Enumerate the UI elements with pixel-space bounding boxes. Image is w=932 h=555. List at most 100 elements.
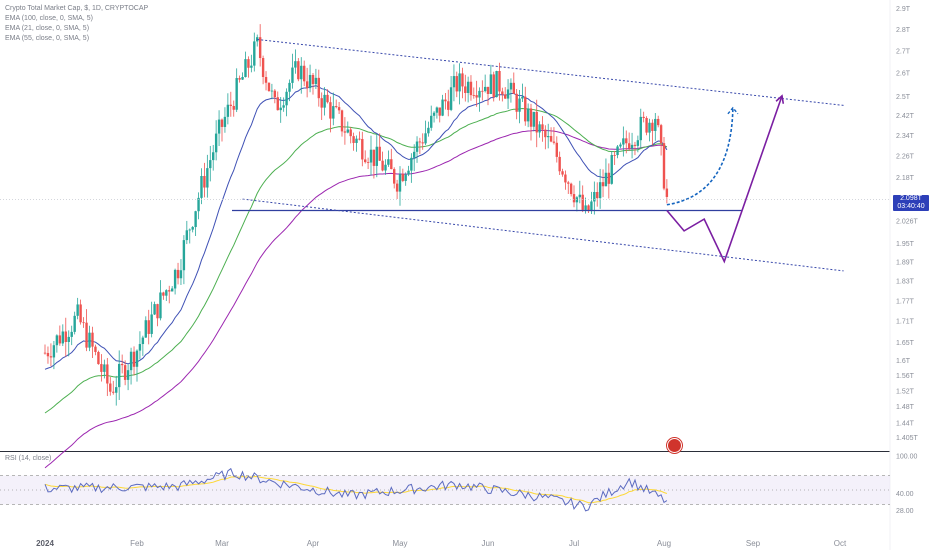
candle-body	[273, 90, 277, 98]
bullish-dashed-arrow	[666, 107, 734, 206]
price-axis-tick: 2.7T	[896, 48, 911, 55]
time-axis-tick: Jun	[482, 539, 495, 548]
candle-body	[381, 160, 384, 171]
candle-body	[524, 96, 527, 122]
candle-body	[464, 86, 467, 93]
candle-body	[552, 141, 556, 143]
candle-body	[203, 176, 206, 188]
candle-body	[421, 142, 424, 144]
candle-body	[112, 391, 115, 393]
candle-body	[610, 155, 613, 184]
price-axis-tick: 1.89T	[896, 259, 915, 266]
candle-body	[564, 174, 567, 183]
candle-body	[261, 58, 265, 78]
candle-body	[584, 205, 587, 210]
time-axis-tick: Aug	[657, 539, 671, 548]
time-axis-tick: Feb	[130, 539, 144, 548]
price-axis-tick: 2.26T	[896, 154, 915, 161]
candle-body	[430, 115, 433, 128]
candle-body	[627, 143, 631, 149]
candle-body	[418, 141, 422, 143]
candle-body	[656, 118, 660, 126]
candle-body	[323, 94, 326, 108]
candle-body	[335, 106, 338, 108]
candle-body	[317, 77, 320, 99]
candle-body	[288, 82, 291, 92]
legend-ema-55: EMA (55, close, 0, SMA, 5)	[5, 35, 90, 42]
candle-body	[645, 118, 648, 133]
candle-body	[291, 67, 294, 83]
candle-body	[472, 95, 476, 96]
candle-body	[578, 194, 582, 198]
price-axis-tick: 1.48T	[896, 404, 915, 411]
candle-body	[613, 155, 616, 156]
time-axis-tick: Oct	[834, 539, 847, 548]
candle-body	[358, 138, 361, 140]
channel-lower-line	[242, 198, 844, 272]
candle-body	[407, 170, 410, 175]
candle-body	[46, 352, 50, 357]
price-axis-tick: 1.6T	[896, 358, 911, 365]
candle-body	[393, 169, 396, 184]
candle-body	[103, 364, 106, 372]
candle-body	[526, 108, 530, 122]
candle-body	[639, 116, 642, 141]
candle-body	[314, 77, 318, 85]
candle-body	[604, 172, 608, 187]
candle-body	[241, 77, 244, 80]
candle-body	[369, 149, 373, 163]
time-axis-tick: Jul	[569, 539, 579, 548]
candle-body	[43, 352, 47, 354]
ema-21-line	[44, 85, 668, 370]
candle-body	[366, 162, 370, 163]
time-axis-tick: Sep	[746, 539, 761, 548]
candle-body	[509, 82, 513, 90]
candle-body	[544, 129, 547, 138]
candle-body	[654, 118, 657, 131]
candle-body	[138, 344, 142, 351]
candle-body	[206, 168, 209, 188]
candle-body	[593, 192, 596, 202]
us-flag-icon	[667, 438, 682, 453]
candle-body	[447, 101, 450, 110]
candle-body	[82, 322, 85, 324]
candle-body	[478, 90, 481, 98]
candle-body	[279, 107, 282, 111]
candle-body	[147, 320, 150, 334]
candle-body	[349, 129, 352, 137]
candle-body	[596, 192, 599, 199]
candle-body	[630, 144, 634, 149]
candle-body	[170, 288, 174, 292]
candle-body	[94, 346, 97, 352]
candle-body	[567, 182, 570, 184]
candle-body	[384, 164, 387, 171]
candle-body	[461, 73, 464, 87]
current-price-tag: 2.098T 03:40:40	[893, 195, 929, 211]
candle-body	[378, 146, 381, 161]
candle-body	[332, 106, 335, 119]
candle-body	[320, 98, 323, 108]
time-axis-tick: Apr	[307, 539, 320, 548]
candle-body	[395, 183, 399, 192]
candle-body	[438, 107, 441, 116]
candle-body	[601, 182, 605, 187]
candle-body	[665, 188, 669, 197]
candle-body	[97, 351, 100, 365]
candle-body	[64, 331, 67, 343]
candle-body	[253, 41, 256, 66]
candle-body	[466, 81, 470, 93]
candle-body	[410, 157, 413, 171]
candle-body	[549, 136, 553, 142]
candle-body	[498, 71, 501, 92]
candle-body	[235, 78, 238, 110]
price-axis-tick: 2.42T	[896, 113, 915, 120]
candle-body	[76, 304, 79, 316]
candle-body	[188, 229, 191, 231]
candle-body	[452, 76, 456, 88]
time-axis-tick: Mar	[215, 539, 229, 548]
candle-body	[182, 240, 186, 271]
candle-body	[212, 152, 215, 161]
candle-body	[217, 119, 221, 134]
candle-body	[340, 110, 344, 132]
